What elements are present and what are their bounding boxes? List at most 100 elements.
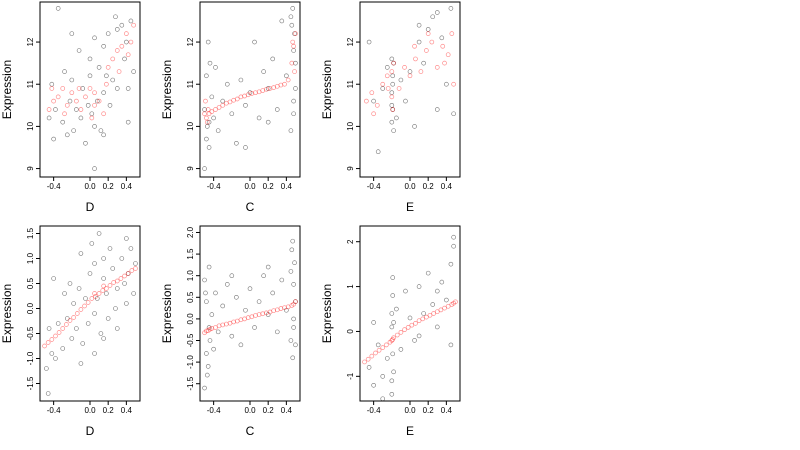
data-point-red	[418, 69, 424, 74]
data-point-black	[375, 342, 381, 348]
data-point-red	[253, 90, 258, 96]
y-tick-label: -1.5	[26, 376, 35, 390]
data-point-red	[202, 330, 207, 336]
x-tick-label: 0.4	[121, 182, 133, 191]
data-point-red	[46, 107, 52, 112]
data-point-red	[93, 294, 98, 299]
data-point-red	[128, 39, 134, 45]
data-point-black	[293, 342, 298, 348]
data-point-red	[204, 115, 209, 121]
x-tick-label: 0.4	[281, 406, 293, 415]
data-point-red	[369, 90, 375, 96]
data-point-red	[442, 60, 447, 66]
y-tick-label: 0.0	[26, 302, 35, 314]
data-point-red	[202, 111, 207, 117]
data-point-red	[402, 65, 407, 70]
data-point-black	[416, 333, 422, 339]
data-point-black	[46, 115, 52, 121]
data-point-black	[261, 273, 266, 278]
data-point-black	[85, 103, 91, 108]
data-point-black	[448, 342, 454, 348]
data-point-black	[206, 119, 212, 125]
data-point-black	[252, 39, 257, 45]
data-point-black	[128, 18, 134, 24]
y-tick-label: 1.5	[186, 248, 195, 260]
data-point-red	[256, 312, 262, 317]
y-tick-label: 2	[346, 239, 355, 244]
y-tick-label: 10	[186, 121, 195, 130]
data-point-black	[412, 338, 417, 343]
data-point-red	[278, 306, 284, 311]
data-point-black	[114, 27, 120, 32]
data-point-black	[265, 264, 271, 270]
data-point-black	[205, 364, 211, 369]
x-tick-label: 0.0	[244, 182, 256, 191]
data-point-black	[202, 277, 207, 283]
scatter-panel: -0.4 0.0 0.2 0.4 9 10 11 12 C Expression	[160, 1, 301, 214]
data-point-black	[62, 291, 67, 296]
data-point-black	[389, 391, 395, 397]
data-point-red	[394, 332, 400, 338]
data-point-black	[94, 296, 100, 301]
data-point-red	[238, 317, 244, 323]
data-point-black	[220, 303, 226, 309]
data-point-black	[128, 246, 134, 251]
data-point-red	[424, 314, 429, 320]
data-point-black	[80, 86, 86, 91]
data-point-red	[122, 273, 127, 279]
plot-frame	[199, 1, 301, 178]
data-point-black	[76, 48, 82, 53]
x-tick-label: 0.0	[244, 406, 256, 415]
x-tick-label: -0.4	[207, 182, 221, 191]
data-point-red	[85, 300, 91, 305]
y-tick-label: 9	[186, 166, 195, 171]
data-point-black	[92, 124, 97, 129]
data-point-red	[131, 22, 136, 28]
y-tick-label: 1	[346, 284, 355, 289]
data-point-red	[124, 31, 129, 36]
data-point-red	[111, 280, 116, 285]
x-tick-label: -0.4	[367, 406, 381, 415]
y-tick-label: 12	[186, 37, 195, 46]
data-point-black	[380, 396, 386, 402]
data-point-red	[282, 81, 287, 87]
data-point-red	[387, 339, 393, 345]
y-tick-label: 1.0	[26, 252, 35, 264]
data-point-red	[216, 323, 222, 329]
data-point-black	[279, 18, 285, 24]
data-point-red	[249, 91, 255, 96]
data-point-red	[125, 271, 131, 276]
data-point-black	[204, 299, 209, 304]
data-point-black	[204, 351, 209, 356]
data-point-black	[98, 331, 104, 336]
x-tick-label: -0.4	[47, 182, 61, 191]
data-point-black	[366, 39, 372, 45]
data-point-red	[204, 119, 210, 125]
data-point-black	[389, 119, 395, 125]
data-point-black	[203, 290, 208, 296]
data-point-red	[390, 337, 396, 342]
data-point-red	[64, 102, 70, 108]
data-point-black	[384, 356, 390, 361]
y-tick-label: 12	[26, 37, 35, 46]
data-point-black	[288, 269, 294, 274]
data-point-black	[394, 115, 399, 121]
x-tick-label: 0.4	[441, 406, 453, 415]
data-point-black	[110, 266, 116, 271]
data-point-red	[224, 321, 229, 327]
y-tick-label: 9	[346, 166, 355, 171]
data-point-red	[245, 92, 251, 98]
data-point-red	[440, 43, 446, 49]
data-point-black	[207, 60, 213, 66]
data-point-red	[206, 111, 212, 117]
data-point-red	[220, 322, 226, 328]
data-point-red	[220, 102, 226, 108]
y-tick-label: 10	[346, 121, 355, 130]
x-tick-label: 0.4	[121, 406, 133, 415]
x-axis-title: D	[86, 424, 95, 438]
data-point-black	[53, 356, 58, 361]
data-point-red	[260, 311, 266, 317]
data-point-black	[71, 128, 76, 133]
data-point-red	[242, 316, 247, 322]
